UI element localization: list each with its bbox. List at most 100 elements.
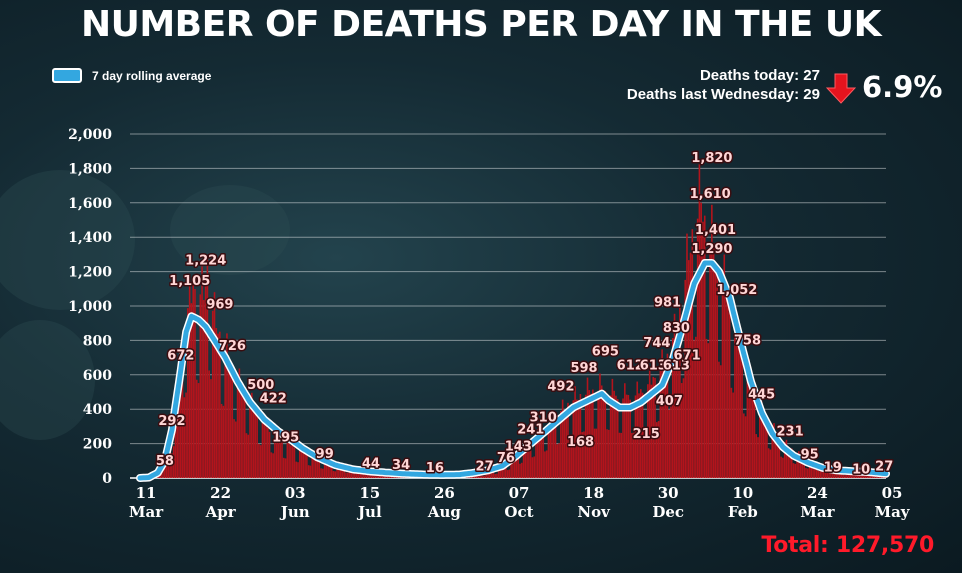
data-label: 422 [260,391,287,406]
daily-death-bar [286,443,289,478]
daily-death-bar [281,441,283,478]
daily-death-bar [222,405,225,478]
daily-death-bar [794,463,797,478]
daily-death-bar [243,394,246,478]
data-label: 195 [272,430,299,445]
x-tick-label: Jul [356,503,382,521]
data-label: 598 [570,361,597,376]
daily-death-bar [522,448,525,478]
background-blobs [0,170,290,440]
daily-death-bar [240,386,242,478]
daily-death-bar [236,382,239,478]
daily-death-bar [208,370,210,478]
daily-death-bar [352,469,354,478]
daily-death-bar [663,368,665,478]
daily-death-bar [249,405,251,478]
daily-death-bar [258,443,260,478]
daily-death-bar [242,394,244,478]
daily-death-bar [723,254,726,478]
daily-death-bar [181,348,184,478]
daily-death-bar [570,436,573,478]
daily-death-bar [627,394,630,478]
daily-death-bar [632,432,635,478]
y-tick-label: 2,000 [68,127,112,143]
daily-death-bar [661,349,663,478]
daily-death-bar [734,336,736,478]
y-tick-label: 400 [83,402,112,418]
daily-death-bar [192,282,194,478]
data-label: 16 [426,461,444,476]
data-label: 10 [852,462,870,477]
data-label: 19 [824,461,842,476]
daily-death-bar [279,438,282,478]
daily-death-bar [650,384,653,478]
daily-death-bar [203,300,205,478]
daily-death-bar [622,398,624,478]
daily-death-bar [863,473,866,478]
y-tick-label: 200 [83,437,112,453]
daily-death-bar [616,399,619,478]
daily-death-bar [728,312,731,478]
daily-death-bar [799,456,802,478]
daily-death-bar [714,262,717,478]
daily-death-bar [345,472,347,478]
x-tick-label: Aug [427,503,462,521]
data-label: 241 [517,423,544,438]
daily-death-bar [561,399,564,478]
data-label: 1,820 [691,151,732,166]
daily-death-bar [755,434,758,478]
daily-death-bar [643,429,646,478]
daily-death-bar [327,463,329,478]
daily-death-bar [689,252,692,478]
daily-death-bar [789,447,791,478]
daily-death-bar [590,393,592,478]
data-label: 672 [167,348,194,363]
daily-death-bar [371,474,374,478]
daily-death-bar [343,467,345,478]
daily-death-bar [211,310,214,478]
daily-death-bar [277,437,280,478]
daily-death-bar [197,383,200,478]
daily-death-bar [497,469,500,478]
daily-death-bar [201,266,203,478]
daily-death-bar [306,453,308,478]
daily-death-bar [831,473,834,478]
daily-death-bar [600,385,603,478]
daily-death-bar [480,474,482,478]
daily-death-bar [684,279,686,478]
daily-death-bar [325,459,328,478]
daily-death-bar [251,392,253,478]
daily-death-bar [265,423,267,478]
daily-death-bar [252,405,255,478]
daily-death-bar [506,470,509,478]
daily-death-bar [762,416,765,478]
daily-death-bar [551,425,553,478]
total-deaths: Total: 127,570 [761,533,934,558]
daily-death-bar [579,393,582,478]
daily-death-bar [298,449,301,478]
daily-death-bar [597,392,599,478]
bars [140,164,887,479]
daily-death-bar [540,431,543,478]
daily-death-bar [231,365,234,478]
daily-death-bar [767,448,770,478]
daily-death-bar [759,406,761,478]
daily-death-bar [854,475,857,478]
data-label: 500 [247,378,274,393]
data-label: 758 [734,334,761,349]
daily-death-bar [524,441,527,478]
daily-death-bar [806,468,809,478]
daily-death-bar [716,264,718,478]
data-label: 1,052 [716,283,757,298]
daily-death-bar [792,463,795,478]
daily-death-bar [735,317,738,478]
data-label: 671 [673,349,700,364]
daily-death-bar [263,414,266,478]
daily-death-bar [639,389,642,478]
x-tick-label: 05 [882,484,903,502]
daily-death-bar [313,453,315,478]
daily-death-bar [679,307,681,478]
daily-death-bar [595,428,598,478]
daily-death-bar [785,439,788,478]
daily-death-bar [300,446,303,478]
